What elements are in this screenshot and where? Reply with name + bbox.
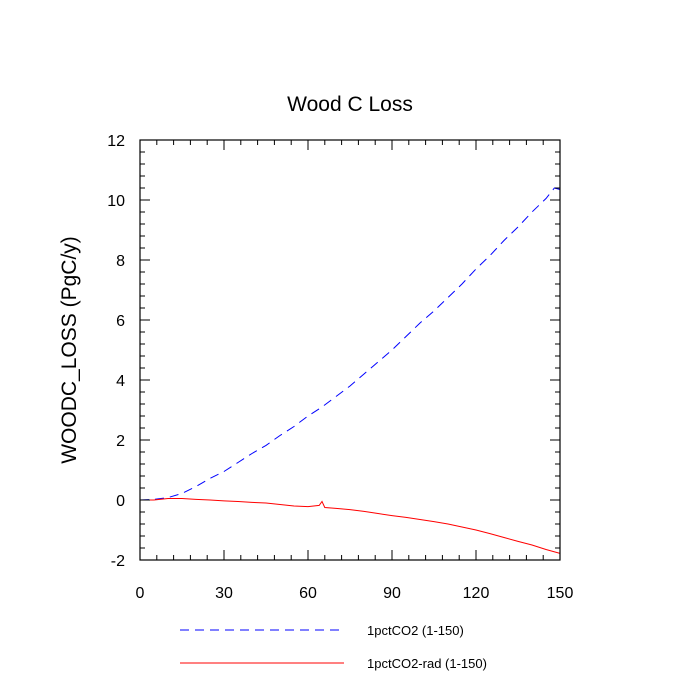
y-tick-label: 2 [116,433,125,450]
y-tick-label: 10 [107,193,125,210]
y-tick-label: 12 [107,133,125,150]
axes-layer: 0 30 60 90 120 150 -2 0 2 4 6 8 10 12 [107,133,573,602]
y-tick-label: -2 [111,553,125,570]
legend-label-2: 1pctCO2-rad (1-150) [367,656,487,671]
x-tick-label: 60 [299,585,317,602]
y-tick-label: 6 [116,313,125,330]
series-line-2 [140,498,561,554]
legend-label-1: 1pctCO2 (1-150) [367,623,464,638]
series-line-1 [139,187,561,501]
series-layer [139,187,561,554]
x-tick-label: 120 [463,585,490,602]
x-tick-label: 30 [215,585,233,602]
legend: 1pctCO2 (1-150) 1pctCO2-rad (1-150) [180,623,487,671]
y-tick-label: 0 [116,493,125,510]
x-tick-label: 90 [383,585,401,602]
plot-frame [139,139,561,561]
x-tick-label: 0 [136,585,145,602]
y-tick-label: 8 [116,253,125,270]
y-axis-label: WOODC_LOSS (PgC/y) [58,236,81,464]
x-tick-label: 150 [547,585,574,602]
chart-title: Wood C Loss [287,93,413,116]
y-tick-label: 4 [116,373,125,390]
